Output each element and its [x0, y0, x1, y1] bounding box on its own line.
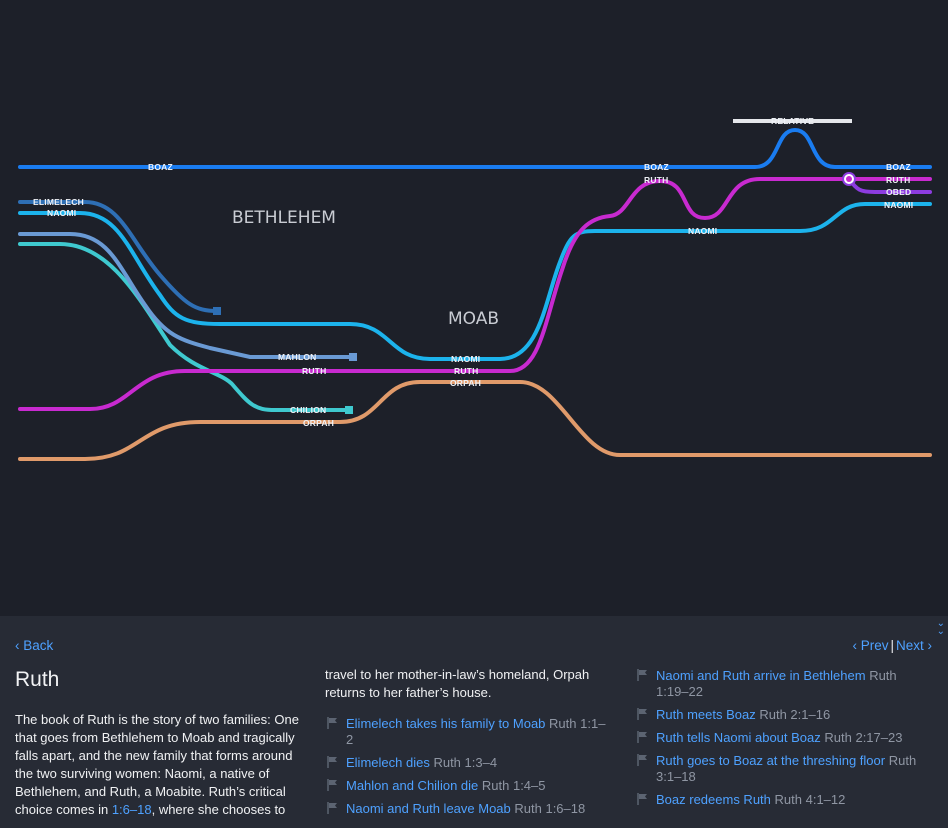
event-ref: Ruth 4:1–12 — [774, 792, 846, 807]
label-obed: OBED — [886, 187, 911, 197]
event-item[interactable]: Ruth meets Boaz Ruth 2:1–16 — [635, 707, 925, 723]
prev-link[interactable]: ‹ Prev — [852, 638, 889, 653]
details-panel: ⌄ ⌄ ‹ Back ‹ Prev | Next › Ruth The book of… — [0, 616, 948, 828]
chilion-line[interactable] — [18, 242, 351, 412]
relative-bar[interactable] — [733, 119, 852, 123]
label-mahlon: MAHLON — [278, 352, 317, 362]
flag-icon — [327, 779, 337, 791]
event-title[interactable]: Elimelech takes his family to Moab — [346, 716, 546, 731]
event-ref: Ruth 3:1–18 — [656, 753, 917, 784]
description-text-end: , where she chooses to — [151, 802, 286, 817]
events-column-2: Naomi and Ruth arrive in Bethlehem Ruth … — [635, 668, 925, 815]
boaz-line[interactable] — [18, 127, 932, 169]
event-item[interactable]: Mahlon and Chilion die Ruth 1:4–5 — [325, 778, 610, 794]
orpah-line[interactable] — [18, 380, 932, 461]
event-title[interactable]: Ruth tells Naomi about Boaz — [656, 730, 821, 745]
flag-icon — [637, 754, 647, 766]
label-orpah-mid: ORPAH — [303, 418, 334, 428]
event-item[interactable]: Boaz redeems Ruth Ruth 4:1–12 — [635, 792, 925, 808]
label-boaz-top: BOAZ — [644, 162, 669, 172]
flag-icon — [327, 802, 337, 814]
event-item[interactable]: Ruth tells Naomi about Boaz Ruth 2:17–23 — [635, 730, 925, 746]
label-elimelech: ELIMELECH — [33, 197, 84, 207]
place-label-bethlehem: BETHLEHEM — [232, 208, 336, 228]
event-ref: Ruth 1:3–4 — [433, 755, 498, 770]
event-title[interactable]: Boaz redeems Ruth — [656, 792, 771, 807]
nav-separator: | — [890, 638, 894, 653]
event-item[interactable]: Ruth goes to Boaz at the threshing floor… — [635, 753, 925, 785]
flag-icon — [327, 717, 337, 729]
book-description: The book of Ruth is the story of two fam… — [15, 711, 307, 819]
event-item[interactable]: Elimelech dies Ruth 1:3–4 — [325, 755, 610, 771]
event-title[interactable]: Naomi and Ruth arrive in Bethlehem — [656, 668, 866, 683]
label-ruth-top: RUTH — [644, 175, 668, 185]
event-title[interactable]: Ruth goes to Boaz at the threshing floor — [656, 753, 886, 768]
label-chilion: CHILION — [290, 405, 326, 415]
elimelech-end-marker — [213, 307, 221, 315]
events-column-1: travel to her mother-in-law’s homeland, … — [325, 666, 610, 824]
storyline-diagram: BETHLEHEM MOAB BOAZ ELIMELECH NAOMI MAHL… — [18, 116, 932, 461]
event-ref: Ruth 1:19–22 — [656, 668, 897, 699]
label-ruth-moab: RUTH — [454, 366, 478, 376]
label-boaz-right: BOAZ — [886, 162, 911, 172]
event-ref: Ruth 2:1–16 — [759, 707, 831, 722]
flag-icon — [637, 708, 647, 720]
label-relative: RELATIVE — [771, 116, 814, 126]
next-link[interactable]: Next › — [895, 638, 932, 653]
label-ruth-mid: RUTH — [302, 366, 326, 376]
event-item[interactable]: Naomi and Ruth leave Moab Ruth 1:6–18 — [325, 801, 610, 817]
flag-icon — [637, 669, 647, 681]
label-ruth-right: RUTH — [886, 175, 910, 185]
place-label-moab: MOAB — [448, 309, 499, 329]
event-title[interactable]: Elimelech dies — [346, 755, 430, 770]
description-continued: travel to her mother-in-law’s homeland, … — [325, 667, 590, 700]
ruth-line[interactable] — [18, 177, 932, 411]
book-title: Ruth — [15, 668, 60, 691]
event-ref: Ruth 1:4–5 — [481, 778, 546, 793]
description-ref-link[interactable]: 1:6–18 — [111, 802, 152, 817]
flag-icon — [637, 731, 647, 743]
description-text: The book of Ruth is the story of two fam… — [15, 712, 299, 817]
label-naomi-right-mid: NAOMI — [688, 226, 717, 236]
event-title[interactable]: Naomi and Ruth leave Moab — [346, 801, 511, 816]
flag-icon — [637, 793, 647, 805]
event-title[interactable]: Mahlon and Chilion die — [346, 778, 479, 793]
label-naomi-moab: NAOMI — [451, 354, 480, 364]
storyline-svg: BETHLEHEM MOAB BOAZ ELIMELECH NAOMI MAHL… — [18, 116, 932, 461]
event-item[interactable]: Naomi and Ruth arrive in Bethlehem Ruth … — [635, 668, 925, 700]
chilion-end-marker — [345, 406, 353, 414]
event-ref: Ruth 1:6–18 — [514, 801, 586, 816]
label-orpah-moab: ORPAH — [450, 378, 481, 388]
naomi-line[interactable] — [18, 202, 932, 361]
event-ref: Ruth 2:17–23 — [824, 730, 903, 745]
back-link[interactable]: ‹ Back — [15, 638, 54, 653]
event-item[interactable]: Elimelech takes his family to Moab Ruth … — [325, 716, 610, 748]
elimelech-line[interactable] — [18, 200, 219, 313]
event-ref: Ruth 1:1–2 — [346, 716, 606, 747]
flag-icon — [327, 756, 337, 768]
label-naomi-right: NAOMI — [884, 200, 913, 210]
label-naomi-left: NAOMI — [47, 208, 76, 218]
mahlon-end-marker — [349, 353, 357, 361]
obed-birth-marker-inner — [846, 176, 852, 182]
mahlon-line[interactable] — [18, 232, 355, 359]
collapse-chevron-icon[interactable]: ⌄ ⌄ — [936, 618, 945, 637]
label-boaz-left: BOAZ — [148, 162, 173, 172]
prev-next-nav: ‹ Prev | Next › — [852, 638, 932, 653]
event-title[interactable]: Ruth meets Boaz — [656, 707, 756, 722]
